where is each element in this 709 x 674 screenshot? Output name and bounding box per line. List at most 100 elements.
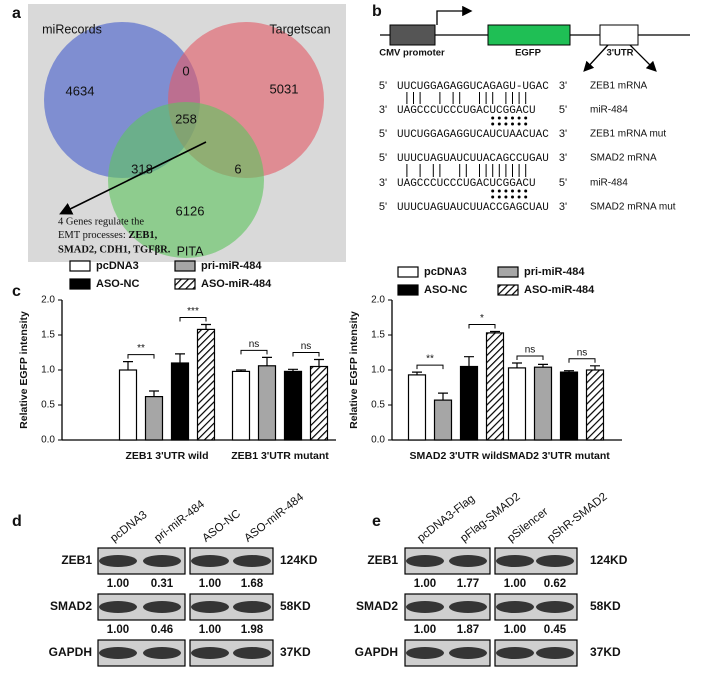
blot-band	[99, 555, 137, 567]
legend-swatch	[397, 284, 419, 296]
y-tick-label: 1.5	[41, 330, 55, 341]
y-tick-label: 0.0	[371, 435, 385, 446]
sequence-name: ZEB1 mRNA	[590, 81, 648, 92]
mismatch-dot	[497, 195, 501, 199]
mismatch-dot	[491, 189, 495, 193]
y-axis-label: Relative EGFP intensity	[18, 311, 30, 429]
sequence: UAGCCCUCCCUGACUCGGACU	[397, 178, 536, 190]
sequence: UUUCUAGUAUCUUACCGAGCUAU	[397, 202, 549, 214]
legend-swatch	[397, 266, 419, 278]
blot-band	[536, 555, 574, 567]
strand-end: 5'	[559, 104, 567, 116]
mismatch-dot	[491, 195, 495, 199]
error-bar	[490, 330, 500, 333]
y-tick-label: 1.0	[41, 365, 55, 376]
blot-band	[191, 647, 229, 659]
bar	[231, 370, 251, 441]
strand-end: 5'	[379, 201, 387, 213]
panel-label: e	[372, 513, 381, 530]
lane-label: ASO-miR-484	[242, 491, 306, 545]
sequence: UUCUGGAGAGGUCAUCUAACUAC	[397, 129, 549, 141]
error-bar	[438, 392, 448, 401]
mismatch-dot	[504, 122, 508, 126]
strand-end: 3'	[559, 80, 567, 92]
blot-quant: 1.68	[241, 578, 264, 590]
venn-gene: SMAD2, CDH1, TGFβR.	[58, 244, 171, 255]
strand-end: 5'	[379, 152, 387, 164]
bar	[459, 365, 479, 441]
venn-set-label: miRecords	[42, 22, 102, 36]
legend-label: pri-miR-484	[201, 260, 262, 272]
blot-quant: 0.31	[151, 578, 174, 590]
y-tick-label: 2.0	[41, 295, 55, 306]
mismatch-dot	[511, 189, 514, 193]
venn-circle	[108, 102, 264, 258]
significance-bracket	[416, 364, 444, 370]
bar	[118, 369, 138, 441]
mismatch-dot	[524, 116, 528, 120]
error-bar	[512, 362, 522, 368]
mismatch-dot	[524, 122, 528, 126]
blot-band	[99, 647, 137, 659]
error-bar	[412, 371, 422, 375]
mismatch-dot	[517, 122, 521, 126]
strand-end: 5'	[559, 177, 567, 189]
blot-row-label: GAPDH	[355, 645, 398, 659]
strand-end: 3'	[379, 177, 387, 189]
strand-end: 3'	[559, 201, 567, 213]
significance-bracket	[240, 349, 268, 355]
utr-arrow	[583, 44, 609, 72]
venn-count: 4634	[66, 83, 95, 98]
bar	[170, 362, 190, 441]
bar	[407, 374, 427, 441]
bar	[257, 365, 277, 441]
bar	[309, 365, 329, 441]
blot-band	[449, 555, 487, 567]
blot-quant: 1.00	[199, 624, 221, 636]
error-bar	[123, 361, 133, 370]
y-tick-label: 0.5	[41, 400, 55, 411]
blot-band	[496, 601, 534, 613]
strand-end: 3'	[379, 104, 387, 116]
blot-quant: 0.46	[151, 624, 173, 636]
y-tick-label: 1.0	[371, 365, 385, 376]
panel-label: d	[12, 513, 22, 530]
cmv-box	[389, 24, 436, 46]
construct-label: CMV promoter	[379, 48, 445, 59]
utr-box	[599, 24, 639, 46]
error-bar	[538, 363, 548, 368]
blot-size: 124KD	[280, 553, 318, 567]
venn-count: 6126	[176, 203, 205, 218]
blot-quant: 1.77	[457, 578, 479, 590]
error-bar	[262, 356, 272, 366]
legend-label: pcDNA3	[424, 266, 467, 278]
bar	[196, 328, 216, 441]
blot-band	[536, 601, 574, 613]
blot-band	[191, 555, 229, 567]
bar	[144, 396, 164, 441]
panel-label: b	[372, 3, 382, 20]
blot-band	[536, 647, 574, 659]
strand-end: 5'	[379, 128, 387, 140]
error-bar	[236, 369, 246, 372]
legend-swatch	[174, 260, 196, 272]
blot-band	[143, 647, 181, 659]
x-tick-label: SMAD2 3'UTR wild	[410, 450, 503, 462]
venn-count: 5031	[270, 81, 299, 96]
blot-size: 58KD	[590, 599, 621, 613]
venn-count: 258	[175, 111, 197, 126]
mismatch-dot	[504, 195, 508, 199]
mismatch-dot	[491, 116, 495, 120]
y-tick-label: 0.0	[41, 435, 55, 446]
y-axis-label: Relative EGFP intensity	[348, 311, 360, 429]
legend-label: pcDNA3	[96, 260, 139, 272]
blot-row-label: SMAD2	[50, 599, 92, 613]
mismatch-dot	[497, 116, 501, 120]
sequence: UUCUGGAGAGGUCAGAGU-UGAC	[397, 81, 549, 93]
bar	[559, 371, 579, 441]
significance-bracket	[127, 354, 155, 359]
mismatch-dot	[504, 116, 508, 120]
significance-bracket	[568, 358, 596, 363]
y-tick-label: 0.5	[371, 400, 385, 411]
